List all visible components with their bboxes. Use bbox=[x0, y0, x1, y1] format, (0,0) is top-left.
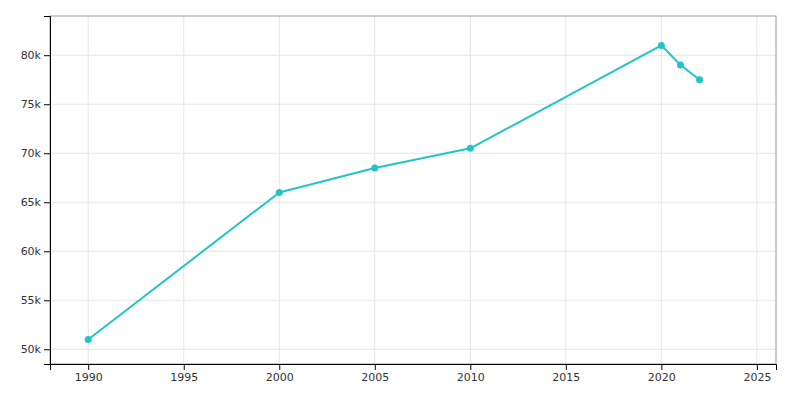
tick: 2020 bbox=[648, 364, 676, 384]
tick-label: 2020 bbox=[648, 371, 676, 384]
tick: 50k bbox=[21, 343, 50, 356]
tick: 65k bbox=[21, 196, 50, 209]
tick: 2015 bbox=[552, 364, 580, 384]
tick-mark bbox=[757, 364, 758, 370]
tick: 2010 bbox=[457, 364, 485, 384]
tick-mark bbox=[44, 55, 50, 56]
grid-line bbox=[50, 153, 776, 154]
grid-line bbox=[50, 55, 776, 56]
point bbox=[276, 189, 283, 196]
tick-mark bbox=[375, 364, 376, 370]
grid-line bbox=[374, 16, 375, 364]
tick-mark bbox=[44, 349, 50, 350]
grid-line bbox=[88, 16, 89, 364]
tick: 1995 bbox=[170, 364, 198, 384]
grid-line bbox=[50, 202, 776, 203]
x-axis: 1990 1995 2000 2005 2010 2015 2020 2025 bbox=[51, 364, 777, 384]
tick-mark bbox=[661, 364, 662, 370]
tick-label: 2015 bbox=[552, 371, 580, 384]
point bbox=[85, 336, 92, 343]
tick: 60k bbox=[21, 245, 50, 258]
tick: 2005 bbox=[361, 364, 389, 384]
point bbox=[658, 42, 665, 49]
tick: 80k bbox=[21, 49, 50, 62]
tick-mark bbox=[44, 300, 50, 301]
grid-line bbox=[50, 251, 776, 252]
tick-label: 2010 bbox=[457, 371, 485, 384]
tick-label: 60k bbox=[21, 245, 42, 258]
tick-label: 80k bbox=[21, 49, 42, 62]
plot-frame bbox=[50, 16, 776, 364]
line bbox=[88, 45, 699, 339]
point bbox=[677, 62, 684, 69]
tick: 75k bbox=[21, 98, 50, 111]
tick-mark bbox=[184, 364, 185, 370]
grid-line bbox=[50, 104, 776, 105]
tick: 2000 bbox=[266, 364, 294, 384]
tick: 2025 bbox=[743, 364, 771, 384]
tick: 1990 bbox=[75, 364, 103, 384]
tick-label: 2000 bbox=[266, 371, 294, 384]
tick: 55k bbox=[21, 294, 50, 307]
tick-mark bbox=[44, 153, 50, 154]
tick-mark bbox=[470, 364, 471, 370]
grid-line bbox=[50, 349, 776, 350]
tick-label: 2005 bbox=[361, 371, 389, 384]
point bbox=[467, 145, 474, 152]
tick-label: 2025 bbox=[743, 371, 771, 384]
point bbox=[696, 76, 703, 83]
chart: 1990 1995 2000 2005 2010 2015 2020 2025 50k 55k 60… bbox=[0, 0, 800, 400]
tick: 70k bbox=[21, 147, 50, 160]
y-axis: 50k 55k 60k 65k 70k 75k 80k bbox=[21, 17, 51, 365]
tick-label: 65k bbox=[21, 196, 42, 209]
grid-line bbox=[50, 300, 776, 301]
tick-label: 1995 bbox=[170, 371, 198, 384]
tick-mark bbox=[566, 364, 567, 370]
grid-line bbox=[661, 16, 662, 364]
tick-mark bbox=[88, 364, 89, 370]
point bbox=[371, 164, 378, 171]
tick-mark bbox=[44, 202, 50, 203]
grid-line bbox=[756, 16, 757, 364]
tick-label: 75k bbox=[21, 98, 42, 111]
grid-line bbox=[183, 16, 184, 364]
tick-mark bbox=[44, 104, 50, 105]
axis-line bbox=[44, 17, 51, 365]
tick-label: 50k bbox=[21, 343, 42, 356]
tick-mark bbox=[279, 364, 280, 370]
plot: 1990 1995 2000 2005 2010 2015 2020 2025 50k 55k 60… bbox=[21, 16, 777, 384]
tick-mark bbox=[44, 251, 50, 252]
axis-line bbox=[51, 365, 777, 371]
tick-label: 1990 bbox=[75, 371, 103, 384]
grid-line bbox=[565, 16, 566, 364]
marks bbox=[85, 42, 703, 343]
tick-label: 70k bbox=[21, 147, 42, 160]
grid-line bbox=[470, 16, 471, 364]
grid bbox=[50, 16, 776, 364]
tick-label: 55k bbox=[21, 294, 42, 307]
